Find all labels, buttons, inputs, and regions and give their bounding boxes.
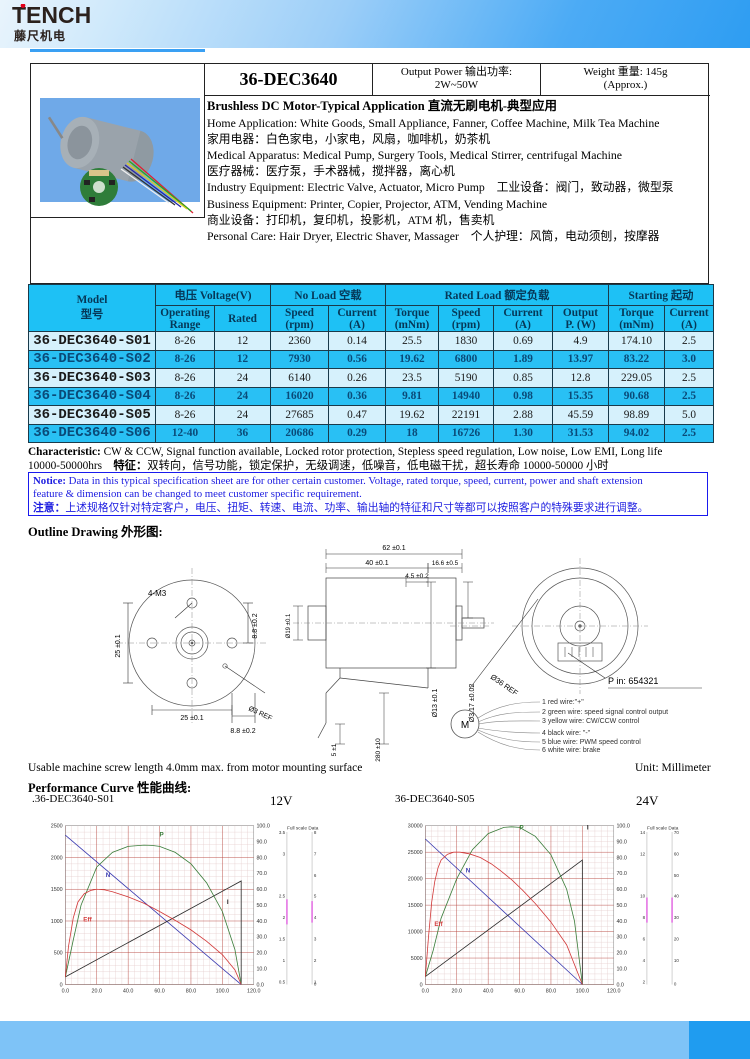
svg-text:1000: 1000 [51, 919, 63, 925]
svg-text:P: P [520, 824, 524, 831]
svg-text:60.0: 60.0 [616, 887, 626, 893]
svg-text:1 red wire:"+": 1 red wire:"+" [542, 699, 584, 706]
svg-text:0.0: 0.0 [256, 982, 263, 988]
svg-text:40.0: 40.0 [616, 919, 626, 925]
svg-text:20: 20 [674, 937, 679, 942]
svg-text:80.0: 80.0 [616, 855, 626, 861]
svg-text:3 yellow wire: CW/CCW control: 3 yellow wire: CW/CCW control [542, 718, 640, 725]
svg-text:280 ±10: 280 ±10 [375, 738, 382, 762]
svg-text:20.0: 20.0 [92, 989, 102, 995]
svg-text:10: 10 [674, 958, 679, 963]
svg-text:8.8 ±0.2: 8.8 ±0.2 [230, 728, 255, 735]
svg-text:100.0: 100.0 [576, 989, 589, 995]
svg-text:2500: 2500 [51, 824, 63, 830]
svg-text:25000: 25000 [408, 850, 423, 856]
svg-text:60.0: 60.0 [256, 887, 266, 893]
svg-text:40 ±0.1: 40 ±0.1 [365, 560, 388, 567]
svg-text:100.0: 100.0 [216, 989, 229, 995]
svg-text:20.0: 20.0 [256, 951, 266, 957]
svg-text:N: N [106, 872, 111, 879]
svg-text:40: 40 [674, 893, 679, 898]
svg-text:0.0: 0.0 [422, 989, 429, 995]
svg-text:70.0: 70.0 [616, 871, 626, 877]
svg-text:5 ±1: 5 ±1 [331, 743, 338, 756]
svg-text:1500: 1500 [51, 887, 63, 893]
svg-text:8.8 ±0.2: 8.8 ±0.2 [252, 613, 259, 638]
svg-text:62 ±0.1: 62 ±0.1 [382, 545, 405, 552]
svg-text:4.5 ±0.2: 4.5 ±0.2 [405, 573, 429, 580]
svg-text:1.5: 1.5 [279, 937, 286, 942]
svg-text:0.0: 0.0 [62, 989, 69, 995]
svg-text:60.0: 60.0 [154, 989, 164, 995]
svg-text:90.0: 90.0 [256, 839, 266, 845]
svg-text:P: P [160, 831, 164, 838]
svg-text:20.0: 20.0 [452, 989, 462, 995]
svg-text:30.0: 30.0 [256, 935, 266, 941]
svg-text:25 ±0.1: 25 ±0.1 [115, 634, 122, 657]
svg-text:5000: 5000 [411, 956, 423, 962]
svg-text:4 black wire: "-": 4 black wire: "-" [542, 730, 591, 737]
svg-text:90.0: 90.0 [616, 839, 626, 845]
svg-text:40.0: 40.0 [256, 919, 266, 925]
svg-text:M: M [461, 720, 469, 731]
svg-text:100.0: 100.0 [616, 824, 629, 830]
svg-text:10.0: 10.0 [256, 966, 266, 972]
svg-text:I: I [587, 824, 589, 831]
svg-text:15000: 15000 [408, 903, 423, 909]
svg-text:0: 0 [420, 982, 423, 988]
svg-text:50.0: 50.0 [256, 903, 266, 909]
svg-text:80.0: 80.0 [256, 855, 266, 861]
svg-text:0.5: 0.5 [279, 980, 286, 985]
svg-text:70.0: 70.0 [256, 871, 266, 877]
svg-text:100.0: 100.0 [256, 824, 269, 830]
svg-text:80.0: 80.0 [546, 989, 556, 995]
svg-text:25 ±0.1: 25 ±0.1 [180, 715, 203, 722]
svg-text:10000: 10000 [408, 929, 423, 935]
svg-text:50: 50 [674, 873, 679, 878]
svg-text:10: 10 [640, 893, 645, 898]
svg-text:60: 60 [674, 851, 679, 856]
svg-text:0: 0 [60, 982, 63, 988]
svg-text:P in: 654321: P in: 654321 [608, 676, 658, 686]
svg-text:6 white wire: brake: 6 white wire: brake [542, 747, 600, 754]
svg-text:12: 12 [640, 851, 645, 856]
svg-text:Eff: Eff [83, 917, 92, 924]
svg-text:Eff: Eff [434, 921, 443, 928]
svg-text:Ø19 ±0.1: Ø19 ±0.1 [286, 613, 292, 638]
svg-text:20.0: 20.0 [616, 951, 626, 957]
svg-text:2000: 2000 [51, 855, 63, 861]
svg-text:30: 30 [674, 915, 679, 920]
svg-text:10.0: 10.0 [616, 966, 626, 972]
svg-text:500: 500 [54, 951, 63, 957]
svg-text:30000: 30000 [408, 824, 423, 830]
svg-text:Ø13 ±0.1: Ø13 ±0.1 [432, 689, 439, 718]
svg-text:120.0: 120.0 [607, 989, 620, 995]
svg-text:2 green wire: speed signal con: 2 green wire: speed signal control outpu… [542, 709, 668, 716]
svg-text:50.0: 50.0 [616, 903, 626, 909]
svg-text:70: 70 [674, 830, 679, 835]
svg-text:80.0: 80.0 [186, 989, 196, 995]
svg-text:4-M3: 4-M3 [148, 589, 167, 598]
svg-text:30.0: 30.0 [616, 935, 626, 941]
svg-text:5 blue wire: PWM speed control: 5 blue wire: PWM speed control [542, 739, 641, 746]
svg-text:2.5: 2.5 [279, 893, 286, 898]
svg-text:N: N [466, 867, 471, 874]
svg-text:I: I [227, 899, 229, 906]
svg-text:40.0: 40.0 [123, 989, 133, 995]
svg-text:0.0: 0.0 [616, 982, 623, 988]
svg-text:14: 14 [640, 830, 645, 835]
svg-text:Ø3 REF: Ø3 REF [247, 705, 273, 722]
svg-text:120.0: 120.0 [247, 989, 260, 995]
svg-text:60.0: 60.0 [514, 989, 524, 995]
svg-text:20000: 20000 [408, 876, 423, 882]
svg-text:3.5: 3.5 [279, 830, 286, 835]
svg-text:40.0: 40.0 [483, 989, 493, 995]
